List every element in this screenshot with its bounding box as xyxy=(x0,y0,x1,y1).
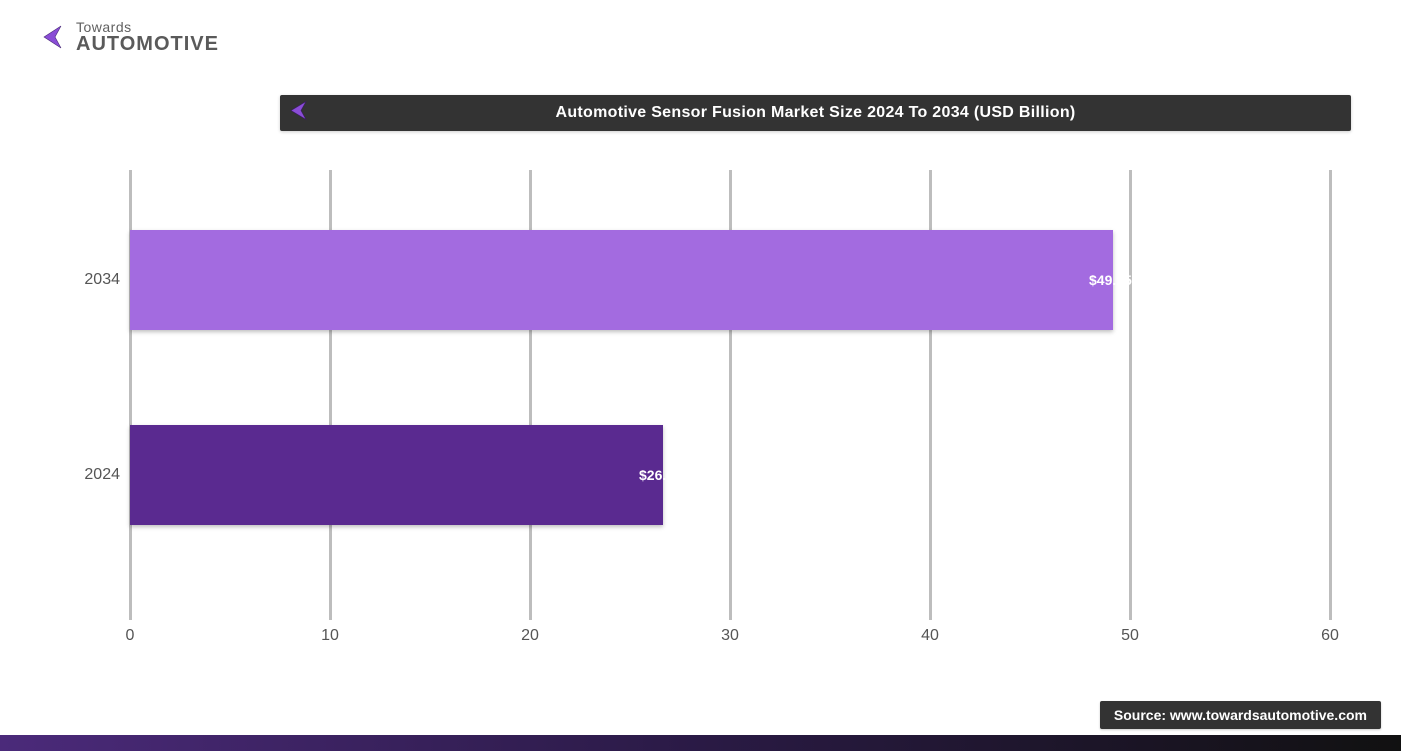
chart-title-band: Automotive Sensor Fusion Market Size 202… xyxy=(280,95,1351,131)
grid-line xyxy=(1129,170,1132,620)
logo-line2: AUTOMOTIVE xyxy=(76,34,219,54)
x-axis-tick-label: 0 xyxy=(100,627,160,645)
brand-logo: Towards AUTOMOTIVE xyxy=(40,20,219,54)
bar-2034 xyxy=(130,230,1113,330)
source-attribution: Source: www.towardsautomotive.com xyxy=(1100,701,1381,729)
logo-line1: Towards xyxy=(76,20,219,34)
bar-value-label: $26.65 xyxy=(639,467,682,483)
x-axis-tick-label: 20 xyxy=(500,627,560,645)
x-axis-tick-label: 10 xyxy=(300,627,360,645)
bar-value-label: $49.15 xyxy=(1089,272,1132,288)
x-axis-tick-label: 60 xyxy=(1300,627,1360,645)
logo-text: Towards AUTOMOTIVE xyxy=(76,20,219,54)
grid-line xyxy=(1329,170,1332,620)
bottom-gradient-strip xyxy=(0,735,1401,751)
logo-arrow-icon xyxy=(40,23,68,51)
chart-plot-area: 01020304050602034$49.152024$26.65 xyxy=(130,170,1340,640)
y-axis-category-label: 2024 xyxy=(70,466,120,484)
x-axis-tick-label: 50 xyxy=(1100,627,1160,645)
bar-2024 xyxy=(130,425,663,525)
x-axis-tick-label: 30 xyxy=(700,627,760,645)
chart-title: Automotive Sensor Fusion Market Size 202… xyxy=(555,104,1075,122)
x-axis-tick-label: 40 xyxy=(900,627,960,645)
title-arrow-icon xyxy=(288,99,312,128)
y-axis-category-label: 2034 xyxy=(70,271,120,289)
